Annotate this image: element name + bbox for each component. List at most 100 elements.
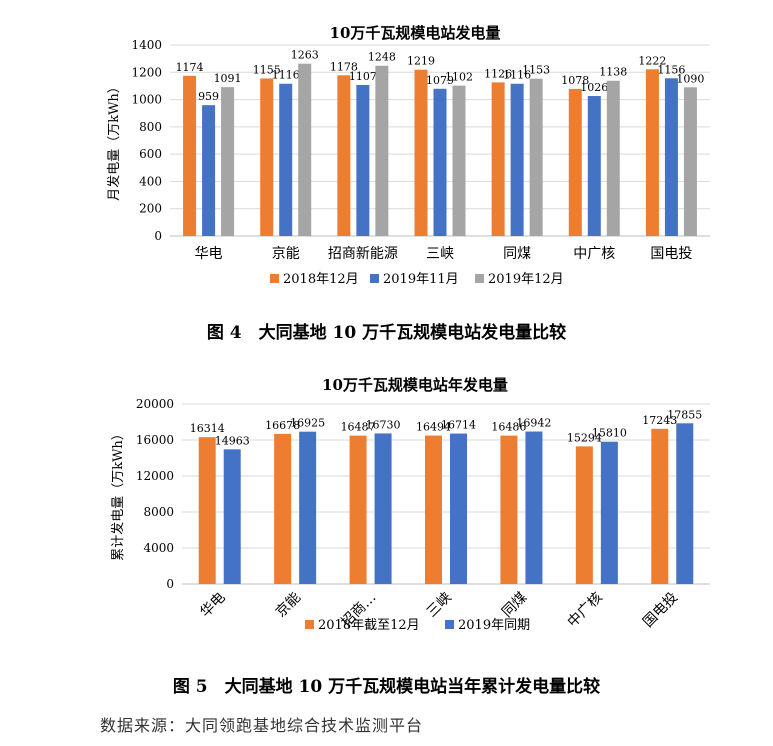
y-tick-label: 16000 [136, 433, 174, 447]
bar [450, 433, 467, 584]
bar [568, 88, 582, 237]
data-label: 1107 [349, 70, 377, 83]
data-label: 1126 [484, 67, 512, 80]
bar [500, 435, 518, 584]
data-label: 14963 [215, 434, 250, 447]
data-label: 1156 [657, 63, 685, 76]
data-label: 16942 [516, 417, 551, 430]
bar [299, 431, 317, 584]
legend-label: 2019年12月 [488, 272, 564, 287]
x-tick-label: 同煤 [499, 590, 530, 621]
bar [664, 78, 678, 236]
monthly-generation-chart: 10万千瓦规模电站发电量 0 200 400 600 800 1000 1200 1400 月发电… [106, 24, 710, 287]
x-tick-label: 招商新能源 [328, 246, 398, 262]
data-label: 1026 [580, 81, 608, 94]
legend-swatch [305, 620, 314, 629]
bar [298, 63, 312, 236]
x-tick-label: 华电 [195, 246, 223, 262]
data-label: 16314 [190, 422, 225, 435]
data-label: 16714 [441, 419, 476, 432]
bar [525, 431, 543, 584]
y-tick-label: 4000 [143, 541, 174, 555]
legend-label: 2019年11月 [383, 272, 459, 287]
data-label: 1219 [407, 55, 435, 68]
data-label: 15810 [592, 427, 627, 440]
data-label: 1102 [445, 71, 473, 84]
data-label: 1263 [291, 49, 319, 62]
y-tick-label: 0 [154, 229, 162, 243]
x-tick-label: 三峡 [426, 246, 454, 262]
bar [587, 96, 601, 236]
y-tick-label: 8000 [143, 505, 174, 519]
legend-label: 2019年同期 [458, 618, 530, 633]
annual-generation-chart: 10万千瓦规模电站年发电量 0 4000 8000 12000 16000 20000 累计发… [110, 376, 710, 633]
data-label: 17243 [642, 414, 677, 427]
chart-title: 10万千瓦规模电站发电量 [330, 24, 501, 42]
data-label: 16487 [341, 421, 376, 434]
bar [221, 87, 235, 236]
bar [510, 83, 524, 236]
y-tick-label: 20000 [136, 397, 174, 411]
bar [452, 85, 466, 236]
legend-label: 2018年截至12月 [318, 618, 420, 633]
bar [202, 105, 216, 236]
legend-swatch [445, 620, 454, 629]
data-label: 1178 [330, 60, 358, 73]
data-label: 1153 [522, 64, 550, 77]
data-label: 1116 [503, 69, 531, 82]
bar [575, 446, 593, 584]
x-tick-label: 京能 [273, 590, 304, 621]
data-label: 16925 [290, 417, 325, 430]
bar [414, 69, 428, 236]
data-label: 1090 [676, 72, 704, 85]
bar [374, 433, 392, 584]
data-label: 1138 [599, 66, 627, 79]
bar [676, 423, 694, 584]
data-label: 16730 [366, 418, 401, 431]
y-tick-label: 12000 [136, 469, 174, 483]
bar [651, 428, 669, 584]
y-tick-label: 0 [166, 577, 174, 591]
data-label: 1248 [368, 51, 396, 64]
data-label: 1091 [214, 72, 242, 85]
y-tick-label: 1400 [131, 38, 162, 52]
y-tick-label: 600 [139, 147, 162, 161]
data-label: 959 [198, 90, 219, 103]
legend-swatch [370, 274, 379, 283]
bar [683, 87, 697, 237]
chart-title: 10万千瓦规模电站年发电量 [322, 376, 508, 394]
data-source-note: 数据来源：大同领跑基地综合技术监测平台 [100, 716, 424, 735]
bar [183, 75, 197, 236]
x-tick-label: 国电投 [640, 590, 681, 631]
y-tick-label: 400 [139, 174, 162, 188]
data-label: 17855 [667, 408, 702, 421]
bar [198, 437, 216, 584]
data-label: 15294 [567, 431, 602, 444]
data-label: 16486 [491, 421, 526, 434]
x-tick-label: 同煤 [503, 246, 531, 262]
data-label: 1174 [176, 61, 204, 74]
y-tick-label: 800 [139, 120, 162, 134]
bar [529, 78, 543, 236]
x-tick-label: 中广核 [573, 246, 615, 262]
legend-label: 2018年12月 [283, 272, 359, 287]
x-tick-label: 国电投 [650, 246, 692, 262]
x-tick-label: 中广核 [565, 590, 606, 631]
data-label: 1079 [426, 74, 454, 87]
y-tick-label: 200 [139, 202, 162, 216]
bar [645, 69, 659, 236]
data-label: 16678 [265, 419, 300, 432]
y-axis-label: 累计发电量（万kWh） [110, 427, 126, 561]
data-label: 1155 [253, 63, 281, 76]
bar [600, 441, 618, 584]
data-label: 16494 [416, 421, 451, 434]
bar [606, 80, 620, 236]
bar [274, 433, 292, 584]
bar [425, 435, 442, 584]
bar [223, 449, 241, 584]
y-tick-label: 1000 [131, 93, 162, 107]
bar [260, 78, 274, 236]
data-label: 1078 [561, 74, 589, 87]
data-label: 1222 [638, 54, 666, 67]
legend-swatch [270, 274, 279, 283]
